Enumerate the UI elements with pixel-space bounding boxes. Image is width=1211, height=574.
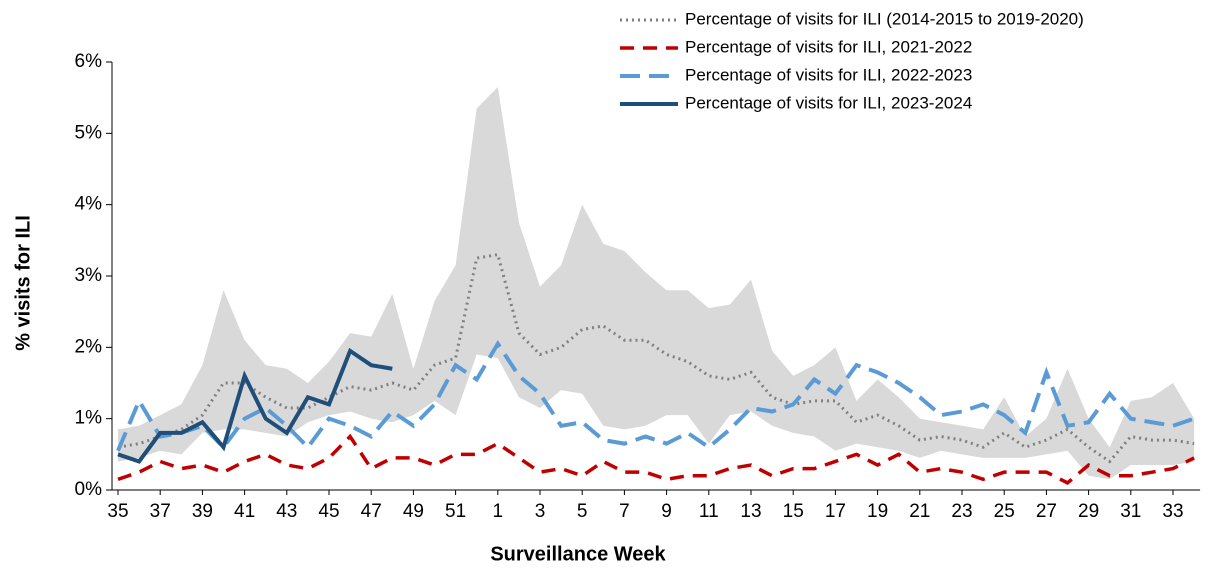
x-tick-label: 25 xyxy=(994,501,1015,522)
x-tick-label: 51 xyxy=(445,501,466,522)
x-tick-label: 33 xyxy=(1162,501,1183,522)
series-line xyxy=(117,252,1195,464)
series-line xyxy=(117,347,393,464)
y-tick-label: 2% xyxy=(75,336,103,357)
x-tick-label: 19 xyxy=(867,501,888,522)
x-tick-label: 1 xyxy=(493,501,504,522)
x-tick-label: 37 xyxy=(150,501,171,522)
y-tick-label: 1% xyxy=(75,408,103,429)
x-tick-label: 31 xyxy=(1120,501,1141,522)
y-tick-label: 5% xyxy=(75,122,103,143)
legend-label: Percentage of visits for ILI (2014-2015 … xyxy=(685,9,1084,28)
x-tick-label: 41 xyxy=(234,501,255,522)
x-tick-label: 39 xyxy=(192,501,213,522)
x-tick-label: 27 xyxy=(1036,501,1057,522)
y-tick-label: 3% xyxy=(75,265,103,286)
legend-label: Percentage of visits for ILI, 2021-2022 xyxy=(685,37,972,56)
y-tick-label: 6% xyxy=(75,51,103,72)
x-tick-label: 3 xyxy=(535,501,546,522)
x-tick-label: 49 xyxy=(403,501,424,522)
x-axis-title: Surveillance Week xyxy=(490,543,666,565)
legend-label: Percentage of visits for ILI, 2022-2023 xyxy=(685,65,972,84)
y-tick-label: 4% xyxy=(75,194,103,215)
x-tick-label: 23 xyxy=(951,501,972,522)
x-tick-label: 21 xyxy=(909,501,930,522)
x-tick-label: 5 xyxy=(577,501,588,522)
x-tick-label: 43 xyxy=(276,501,297,522)
x-tick-label: 9 xyxy=(661,501,672,522)
legend-label: Percentage of visits for ILI, 2023-2024 xyxy=(685,93,972,112)
x-tick-label: 47 xyxy=(361,501,382,522)
x-tick-label: 35 xyxy=(107,501,128,522)
x-tick-label: 45 xyxy=(318,501,339,522)
x-tick-label: 29 xyxy=(1078,501,1099,522)
y-axis-title: % visits for ILI xyxy=(12,215,34,351)
x-tick-label: 17 xyxy=(825,501,846,522)
range-band xyxy=(118,86,1195,480)
series-line xyxy=(116,339,1195,452)
x-tick-label: 7 xyxy=(619,501,630,522)
x-tick-label: 11 xyxy=(699,501,719,522)
x-tick-label: 15 xyxy=(783,501,804,522)
series-line xyxy=(117,433,1195,485)
x-tick-label: 13 xyxy=(740,501,761,522)
y-tick-label: 0% xyxy=(75,479,103,500)
